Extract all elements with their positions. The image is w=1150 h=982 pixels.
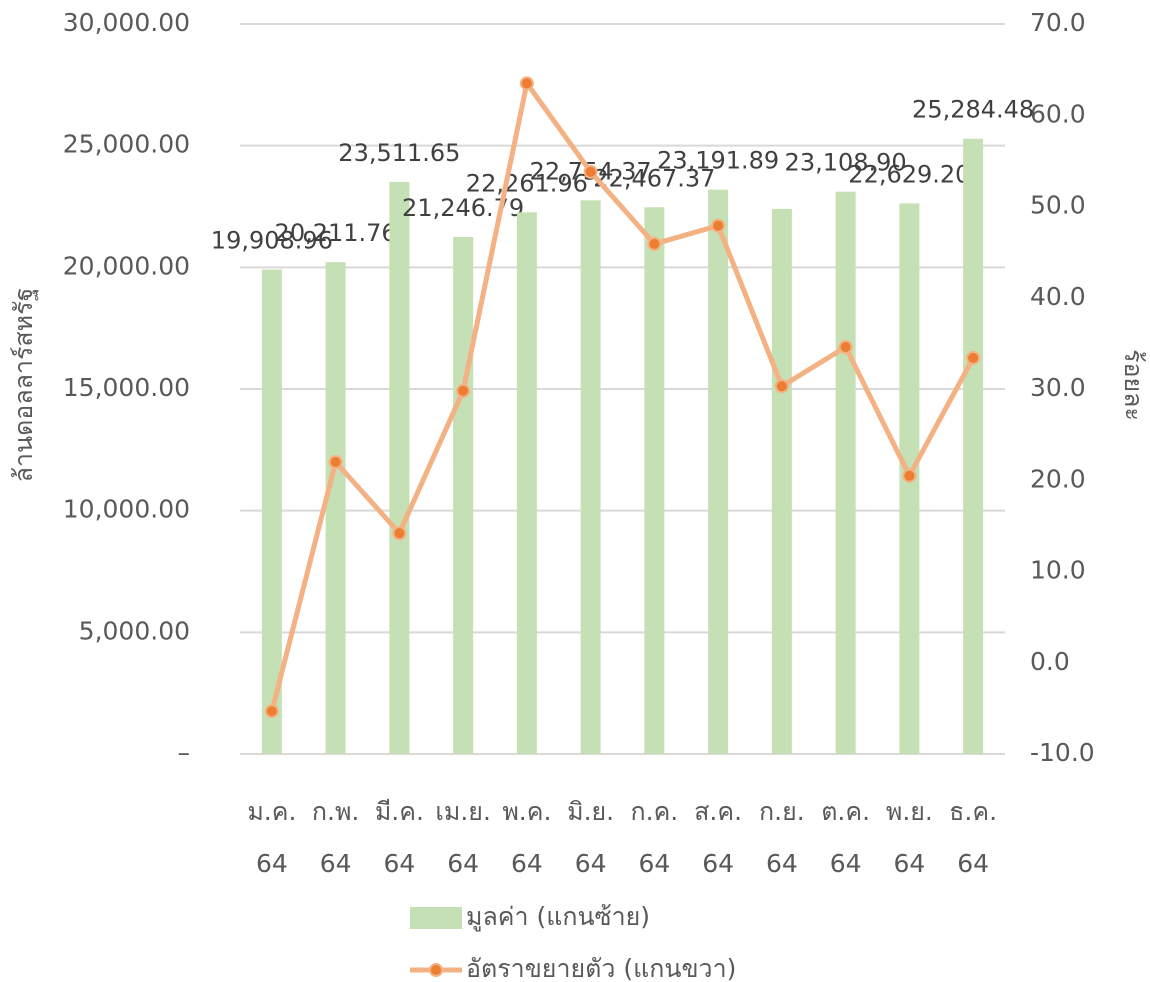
- legend-label: มูลค่า (แกนซ้าย): [466, 902, 650, 932]
- y-tick-label: 15,000.00: [63, 373, 190, 402]
- data-label: 23,108.90: [785, 149, 907, 177]
- y2-tick-label: 60.0: [1030, 99, 1086, 128]
- x-tick-label: พ.ย. 64: [885, 797, 933, 878]
- legend-swatch: [410, 907, 462, 929]
- marker: [583, 164, 598, 179]
- bar: [453, 236, 474, 755]
- bar: [835, 191, 856, 755]
- bar: [325, 262, 346, 754]
- x-tick-label: ส.ค. 64: [694, 797, 743, 878]
- data-label: 22,261.96: [466, 169, 588, 197]
- y2-tick-label: 20.0: [1030, 464, 1086, 493]
- x-tick-label: เม.ย. 64: [435, 797, 491, 878]
- y2-tick-label: 40.0: [1030, 282, 1086, 311]
- y2-tick-label: 0.0: [1030, 647, 1070, 676]
- x-tick-label: ก.ย. 64: [759, 797, 805, 878]
- marker: [711, 218, 726, 233]
- bar: [580, 200, 601, 755]
- marker: [264, 704, 279, 719]
- legend-marker: [429, 963, 443, 977]
- bar: [644, 207, 665, 754]
- y-axis-title: ล้านดอลลาร์สหรัฐ: [9, 288, 38, 483]
- x-tick-label: มี.ค. 64: [374, 797, 424, 878]
- marker: [456, 383, 471, 398]
- data-label: 21,246.79: [402, 194, 524, 222]
- bar: [708, 189, 729, 755]
- y-tick-label: 30,000.00: [63, 8, 190, 37]
- legend-label: อัตราขยายตัว (แกนขวา): [466, 954, 736, 982]
- x-tick-label: พ.ค. 64: [502, 797, 552, 878]
- marker: [647, 236, 662, 251]
- line: [269, 80, 976, 712]
- data-label: 25,284.48: [912, 96, 1034, 124]
- y-tick-label: 5,000.00: [79, 616, 190, 645]
- y-tick-label: 25,000.00: [63, 130, 190, 159]
- y-tick-label: 10,000.00: [63, 495, 190, 524]
- bar: [261, 269, 282, 754]
- bar: [516, 212, 537, 755]
- marker: [838, 340, 853, 355]
- x-tick-label: ธ.ค. 64: [949, 797, 998, 878]
- data-label: 22,629.20: [848, 160, 970, 188]
- data-label: 23,191.89: [657, 147, 779, 175]
- data-label: 23,511.65: [338, 139, 460, 167]
- y2-tick-label: 10.0: [1030, 556, 1086, 585]
- marker: [392, 526, 407, 541]
- marker: [902, 468, 917, 483]
- y2-tick-label: 70.0: [1030, 8, 1086, 37]
- bar: [389, 181, 410, 754]
- y-tick-label: –: [178, 738, 191, 767]
- y2-tick-label: 50.0: [1030, 191, 1086, 220]
- marker: [966, 350, 981, 365]
- x-tick-label: ก.พ. 64: [311, 797, 360, 878]
- bar: [963, 138, 984, 754]
- y2-tick-label: -10.0: [1030, 738, 1095, 767]
- x-tick-label: ม.ค. 64: [247, 797, 297, 878]
- bar: [771, 208, 792, 754]
- data-label: 22,467.37: [593, 164, 715, 192]
- marker: [519, 76, 534, 91]
- y2-axis-title: ร้อยละ: [1119, 349, 1148, 421]
- marker: [328, 455, 343, 469]
- x-tick-label: ก.ค. 64: [630, 797, 679, 878]
- x-tick-label: มิ.ย. 64: [567, 797, 615, 878]
- marker: [774, 379, 789, 394]
- y2-tick-label: 30.0: [1030, 373, 1086, 402]
- x-tick-label: ต.ค. 64: [821, 797, 871, 878]
- data-label: 20,211.76: [275, 219, 397, 247]
- data-label: 19,908.96: [211, 227, 333, 255]
- y-tick-label: 20,000.00: [63, 251, 190, 280]
